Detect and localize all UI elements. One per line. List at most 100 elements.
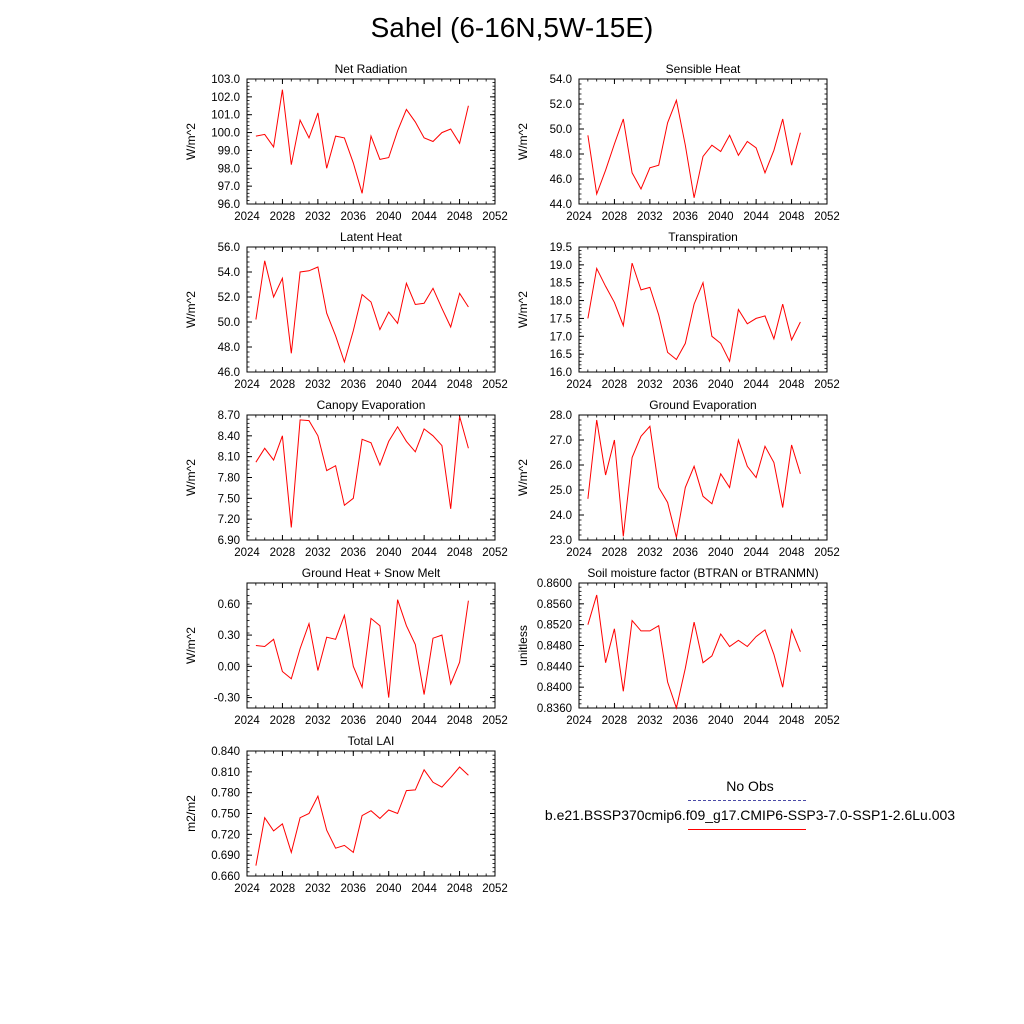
y-tick-label: 96.0	[218, 199, 240, 211]
panel-title: Net Radiation	[335, 62, 408, 76]
series-line	[587, 262, 801, 363]
x-tick-label: 2036	[340, 211, 366, 223]
x-tick-label: 2040	[708, 715, 734, 727]
y-tick-label: 7.20	[218, 514, 240, 526]
x-tick-label: 2032	[305, 715, 331, 727]
x-tick-label: 2032	[305, 883, 331, 895]
x-tick-label: 2044	[411, 211, 437, 223]
x-tick-label: 2048	[779, 211, 805, 223]
panel-4: Transpiration W/m^2 2024 2028 2032 2036 2040 20…	[516, 230, 840, 391]
y-tick-label: 0.8360	[537, 703, 572, 715]
x-tick-label: 2028	[270, 547, 296, 559]
y-axis-label: m2/m2	[184, 795, 198, 832]
x-tick-label: 2024	[566, 547, 592, 559]
y-tick-label: 52.0	[550, 99, 572, 111]
y-axis-label: W/m^2	[184, 123, 198, 160]
y-tick-label: 0.8520	[537, 620, 572, 632]
x-tick-label: 2028	[270, 883, 296, 895]
y-tick-label: 52.0	[218, 292, 240, 304]
legend-obs-label: No Obs	[726, 778, 774, 794]
x-tick-label: 2040	[376, 379, 402, 391]
y-tick-label: 8.70	[218, 410, 240, 422]
x-tick-label: 2048	[447, 547, 473, 559]
x-tick-label: 2032	[637, 211, 663, 223]
y-axis-label: W/m^2	[184, 291, 198, 328]
x-tick-label: 2028	[602, 211, 628, 223]
x-tick-label: 2052	[482, 211, 508, 223]
x-tick-label: 2052	[814, 211, 840, 223]
panel-title: Soil moisture factor (BTRAN or BTRANMN)	[587, 566, 818, 580]
y-tick-label: 101.0	[211, 110, 240, 122]
x-tick-label: 2036	[672, 379, 698, 391]
y-tick-label: 97.0	[218, 181, 240, 193]
x-tick-label: 2048	[779, 379, 805, 391]
y-tick-label: 17.0	[550, 331, 572, 343]
panel-title: Sensible Heat	[666, 62, 741, 76]
y-tick-label: 48.0	[550, 149, 572, 161]
y-tick-label: 44.0	[550, 199, 572, 211]
x-tick-label: 2052	[482, 547, 508, 559]
panel-title: Transpiration	[668, 230, 738, 244]
x-tick-label: 2024	[566, 211, 592, 223]
x-tick-label: 2028	[270, 379, 296, 391]
x-tick-label: 2044	[411, 379, 437, 391]
series-line	[587, 419, 801, 538]
y-tick-label: 102.0	[211, 92, 240, 104]
y-tick-label: 0.00	[218, 661, 240, 673]
panel-title: Ground Heat + Snow Melt	[302, 566, 441, 580]
x-tick-label: 2040	[376, 715, 402, 727]
plot-frame	[246, 246, 496, 373]
y-axis-label: unitless	[516, 625, 530, 666]
y-tick-label: 0.8400	[537, 682, 572, 694]
y-tick-label: 0.30	[218, 630, 240, 642]
y-tick-label: 0.750	[211, 809, 240, 821]
panel-6: Ground Evaporation W/m^2 2024 2028 2032 2036 2…	[516, 398, 840, 559]
y-axis-label: W/m^2	[516, 291, 530, 328]
x-tick-label: 2048	[447, 715, 473, 727]
panel-3: Latent Heat W/m^2 2024 2028 2032 2036 2040 2044…	[184, 230, 508, 391]
panel-title: Ground Evaporation	[649, 398, 756, 412]
x-tick-label: 2044	[743, 547, 769, 559]
y-tick-label: 18.5	[550, 278, 572, 290]
x-tick-label: 2032	[637, 379, 663, 391]
x-tick-label: 2036	[340, 715, 366, 727]
x-tick-label: 2024	[234, 715, 260, 727]
x-tick-label: 2052	[482, 715, 508, 727]
y-tick-label: 0.810	[211, 767, 240, 779]
y-tick-label: 99.0	[218, 145, 240, 157]
panel-7: Ground Heat + Snow Melt W/m^2 2024 2028 2032…	[184, 566, 508, 727]
y-tick-label: 50.0	[550, 124, 572, 136]
plot-frame	[578, 78, 828, 205]
x-tick-label: 2028	[602, 715, 628, 727]
y-tick-label: 54.0	[550, 74, 572, 86]
x-tick-label: 2028	[602, 379, 628, 391]
series-line	[255, 89, 469, 194]
series-line	[255, 260, 469, 364]
x-tick-label: 2028	[270, 211, 296, 223]
series-line	[587, 98, 801, 198]
y-axis-label: W/m^2	[516, 123, 530, 160]
x-tick-label: 2048	[779, 715, 805, 727]
x-tick-label: 2028	[602, 547, 628, 559]
series-line	[587, 594, 801, 710]
x-tick-label: 2040	[708, 379, 734, 391]
y-tick-label: 0.690	[211, 850, 240, 862]
y-axis-label: W/m^2	[516, 459, 530, 496]
x-tick-label: 2044	[743, 211, 769, 223]
y-tick-label: 19.0	[550, 260, 572, 272]
y-tick-label: 8.10	[218, 452, 240, 464]
x-tick-label: 2036	[672, 547, 698, 559]
x-tick-label: 2048	[447, 211, 473, 223]
y-tick-label: 0.660	[211, 871, 240, 883]
legend-model-line	[688, 829, 806, 830]
x-tick-label: 2032	[305, 547, 331, 559]
x-tick-label: 2024	[566, 715, 592, 727]
x-tick-label: 2036	[672, 211, 698, 223]
x-tick-label: 2048	[447, 379, 473, 391]
y-axis-label: W/m^2	[184, 627, 198, 664]
series-line	[255, 416, 469, 528]
x-tick-label: 2024	[234, 547, 260, 559]
y-tick-label: 46.0	[218, 367, 240, 379]
y-tick-label: 25.0	[550, 485, 572, 497]
y-axis-label: W/m^2	[184, 459, 198, 496]
